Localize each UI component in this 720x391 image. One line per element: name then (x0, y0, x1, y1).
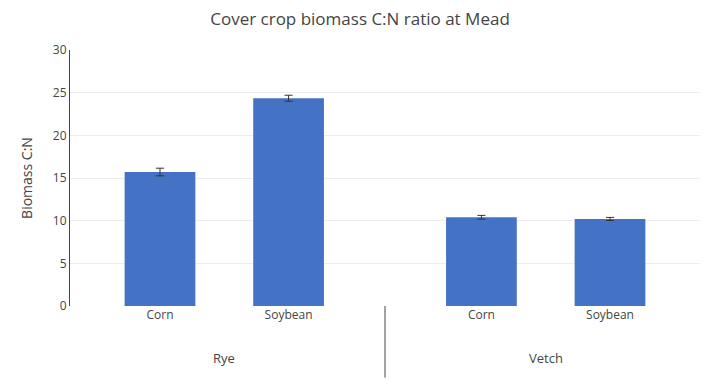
svg-text:10: 10 (53, 212, 67, 229)
svg-text:Corn: Corn (468, 306, 495, 323)
svg-text:30: 30 (53, 41, 67, 58)
svg-text:15: 15 (53, 169, 67, 186)
svg-text:Soybean: Soybean (586, 306, 634, 323)
svg-text:20: 20 (53, 127, 67, 144)
svg-text:5: 5 (60, 255, 67, 272)
svg-text:Cover crop biomass C:N ratio a: Cover crop biomass C:N ratio at Mead (210, 7, 510, 30)
svg-text:25: 25 (53, 84, 67, 101)
svg-text:Biomass C:N: Biomass C:N (17, 137, 36, 219)
svg-text:Soybean: Soybean (265, 306, 313, 323)
svg-text:Rye: Rye (213, 349, 235, 367)
svg-text:Corn: Corn (146, 306, 173, 323)
svg-text:Vetch: Vetch (529, 349, 563, 367)
svg-text:0: 0 (60, 297, 67, 314)
